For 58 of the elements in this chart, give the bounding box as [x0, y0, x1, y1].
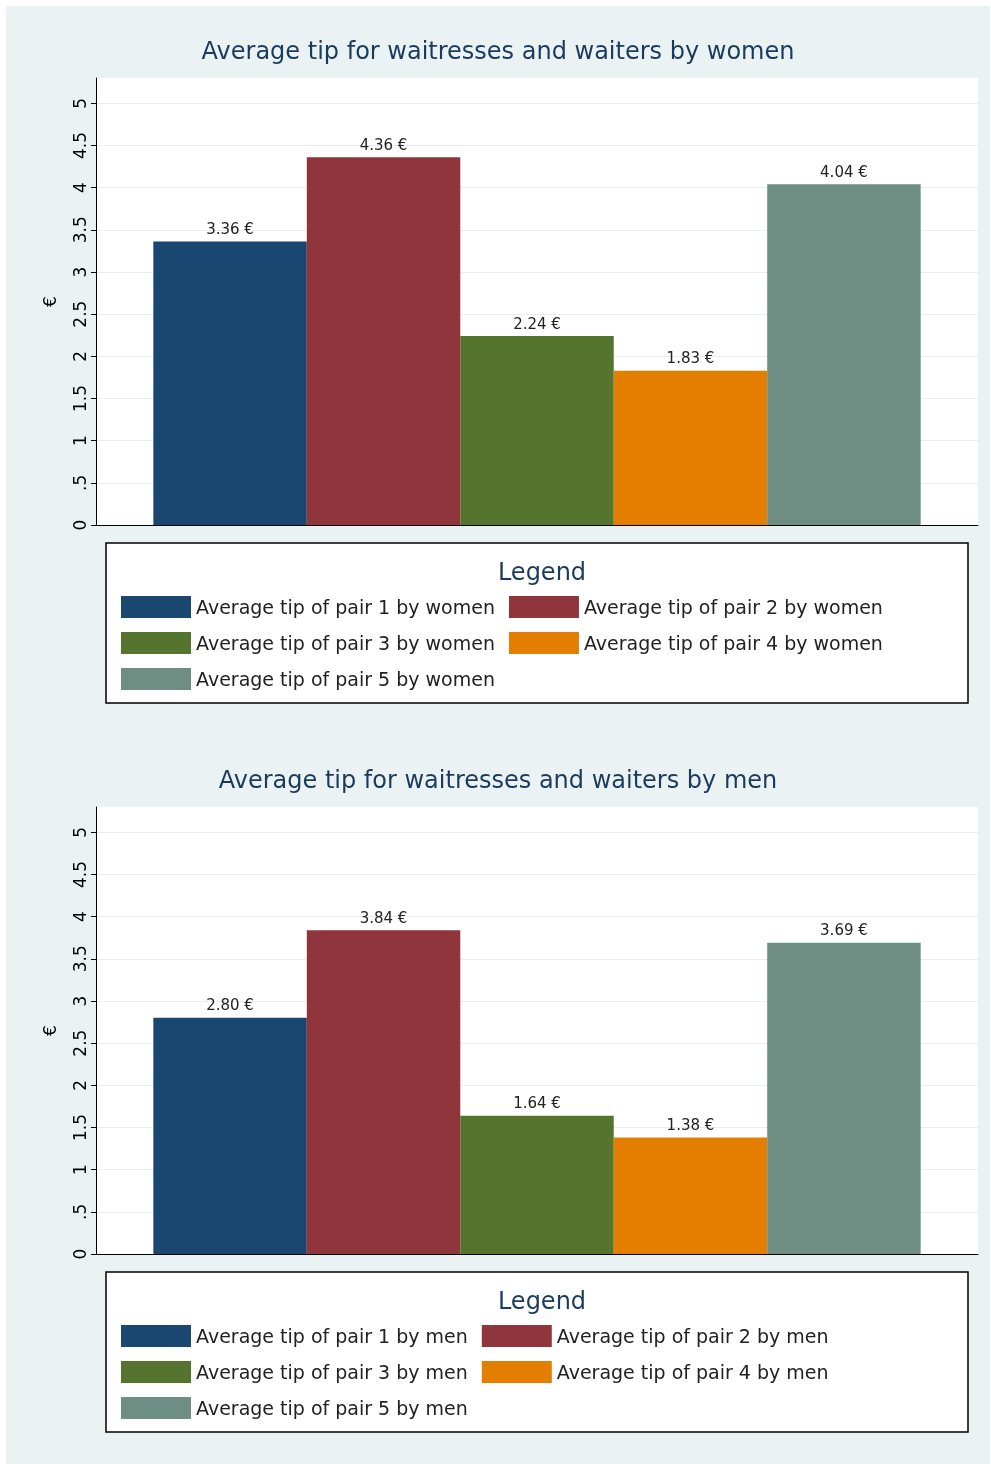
legend-title: Legend — [497, 558, 587, 586]
legend-label: Average tip of pair 5 by men — [196, 1397, 468, 1419]
data-label: 1.64 € — [513, 1094, 561, 1113]
legend-label: Average tip of pair 2 by women — [583, 596, 883, 618]
bar — [153, 1017, 307, 1254]
y-tick-label: .5 — [69, 1203, 90, 1220]
y-tick-label: 5 — [69, 826, 90, 838]
y-tick-label: 2 — [69, 1079, 90, 1091]
chart-title: Average tip for waitresses and waiters by men — [218, 766, 778, 794]
bar — [460, 1115, 614, 1254]
legend-label: Average tip of pair 1 by men — [196, 1325, 468, 1347]
bar — [767, 942, 921, 1254]
y-tick-label: 4 — [69, 911, 90, 923]
y-tick-label: 4.5 — [69, 131, 90, 159]
y-tick-label: 1 — [69, 1164, 90, 1176]
legend-label: Average tip of pair 4 by women — [583, 632, 883, 654]
y-tick-label: 1.5 — [69, 1113, 90, 1142]
y-tick-label: 4.5 — [69, 860, 90, 888]
y-tick-label: 0 — [69, 519, 90, 531]
bar — [767, 184, 921, 525]
bar — [306, 157, 461, 525]
legend-label: Average tip of pair 5 by women — [196, 668, 495, 690]
data-label: 4.04 € — [820, 162, 868, 181]
legend-label: Average tip of pair 3 by men — [196, 1361, 468, 1383]
y-tick-label: 1 — [69, 435, 90, 447]
legend-label: Average tip of pair 3 by women — [196, 632, 495, 654]
y-axis-title: € — [39, 296, 60, 307]
y-tick-label: 3.5 — [69, 945, 90, 973]
y-tick-label: 1.5 — [69, 384, 90, 413]
data-label: 2.24 € — [513, 314, 561, 333]
legend-label: Average tip of pair 4 by men — [556, 1361, 829, 1383]
y-tick-label: 2.5 — [69, 300, 90, 328]
legend-label: Average tip of pair 1 by women — [196, 596, 495, 618]
chart-title: Average tip for waitresses and waiters by women — [201, 37, 795, 65]
y-tick-label: 3 — [69, 995, 90, 1007]
legend-label: Average tip of pair 2 by men — [556, 1325, 829, 1347]
bar — [153, 241, 307, 525]
y-tick-label: 4 — [69, 182, 90, 194]
bar — [613, 1137, 768, 1254]
y-tick-label: .5 — [69, 474, 90, 491]
y-tick-label: 5 — [69, 97, 90, 109]
y-tick-label: 2.5 — [69, 1029, 90, 1057]
data-label: 4.36 € — [359, 135, 408, 154]
data-label: 1.38 € — [666, 1116, 715, 1135]
y-axis-title: € — [39, 1025, 60, 1036]
y-tick-label: 3 — [69, 266, 90, 278]
y-tick-label: 0 — [69, 1248, 90, 1260]
data-label: 3.69 € — [820, 921, 868, 940]
data-label: 3.84 € — [359, 908, 408, 927]
data-label: 2.80 € — [206, 996, 254, 1015]
bar — [306, 930, 461, 1254]
legend-title: Legend — [497, 1287, 587, 1315]
y-tick-label: 3.5 — [69, 216, 90, 244]
y-tick-label: 2 — [69, 350, 90, 362]
data-label: 1.83 € — [666, 349, 715, 368]
bar — [613, 370, 768, 525]
data-label: 3.36 € — [206, 220, 254, 239]
bar — [460, 336, 614, 525]
